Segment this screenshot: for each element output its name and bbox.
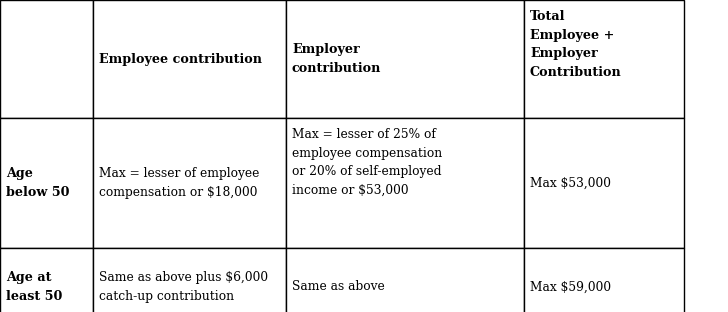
- Text: Max $59,000: Max $59,000: [530, 280, 611, 294]
- Text: Employee contribution: Employee contribution: [99, 52, 262, 66]
- Bar: [0, 248, 93, 312]
- Text: Employer
contribution: Employer contribution: [292, 43, 381, 75]
- Bar: [286, 0, 524, 118]
- Bar: [93, 0, 286, 118]
- Text: Age
below 50: Age below 50: [6, 167, 69, 199]
- Text: Max $53,000: Max $53,000: [530, 177, 611, 189]
- Bar: [524, 0, 684, 118]
- Bar: [286, 118, 524, 248]
- Bar: [93, 118, 286, 248]
- Bar: [0, 118, 93, 248]
- Text: Max = lesser of employee
compensation or $18,000: Max = lesser of employee compensation or…: [99, 167, 259, 199]
- Text: Age at
least 50: Age at least 50: [6, 271, 63, 303]
- Bar: [93, 248, 286, 312]
- Text: Same as above: Same as above: [292, 280, 385, 294]
- Bar: [286, 248, 524, 312]
- Text: Same as above plus $6,000
catch-up contribution: Same as above plus $6,000 catch-up contr…: [99, 271, 268, 303]
- Text: Max = lesser of 25% of
employee compensation
or 20% of self-employed
income or $: Max = lesser of 25% of employee compensa…: [292, 128, 442, 197]
- Bar: [0, 0, 93, 118]
- Bar: [524, 248, 684, 312]
- Bar: [524, 118, 684, 248]
- Text: Total
Employee +
Employer
Contribution: Total Employee + Employer Contribution: [530, 10, 622, 79]
